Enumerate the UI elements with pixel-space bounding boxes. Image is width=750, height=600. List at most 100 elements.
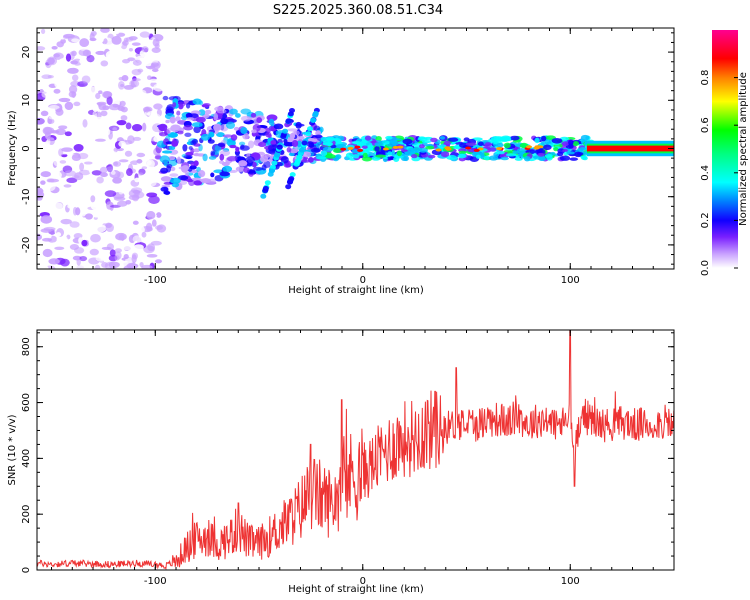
spectrogram-cell (568, 139, 574, 146)
spectrogram-cell (509, 135, 520, 141)
spectrogram-cell (169, 116, 176, 124)
spectrogram-cell (299, 147, 305, 153)
spectrogram-cell (37, 141, 41, 146)
spectrogram-cell (213, 123, 222, 132)
spectrogram-cell (489, 147, 497, 152)
spectrogram-cell (73, 247, 85, 254)
spectrogram-cell (315, 156, 327, 160)
snr-y-tick-label: 600 (21, 393, 32, 412)
spectrogram-cell (457, 153, 467, 159)
spectrogram-cell (48, 258, 60, 265)
spectrogram-cell (132, 99, 143, 109)
spectrogram-cell (184, 171, 189, 177)
spectrogram-cell (577, 152, 584, 156)
spectrogram-cell (125, 36, 134, 42)
spectrogram-cell (100, 28, 110, 33)
spectrogram-cell (183, 125, 194, 131)
spectrogram-cell (82, 140, 94, 145)
snr-ticks: -100 0 100 0 200 400 600 800 (21, 330, 675, 587)
spectrogram-cell (54, 81, 62, 88)
spectrogram-cell (40, 171, 52, 178)
spectrogram-cell (116, 119, 127, 126)
spectrogram-cell (145, 187, 155, 193)
snr-marks (36, 330, 675, 571)
spectrogram-cell (453, 145, 461, 149)
spectrogram-cell (99, 166, 108, 174)
spectrogram-cell (220, 118, 229, 125)
spectrogram-cell (151, 47, 161, 53)
spectrogram-cell (151, 68, 159, 73)
spectrogram-cell (71, 38, 80, 43)
spectrogram-marks (37, 28, 674, 269)
spectrogram-cell (184, 132, 192, 137)
spectrogram-y-label: Frequency (Hz) (7, 110, 18, 186)
spectrogram-cell (306, 141, 314, 148)
snr-panel: -100 0 100 0 200 400 600 800 Height of straight… (7, 329, 675, 595)
spectrogram-cell (463, 137, 470, 142)
spectrogram-cell (285, 184, 292, 190)
spectrogram-cell (136, 225, 145, 235)
spectrogram-cell (123, 254, 129, 260)
spectrogram-cell (106, 163, 114, 173)
spectrogram-cell (96, 101, 107, 106)
spectrogram-cell (235, 146, 240, 153)
spectrogram-cell (43, 226, 56, 232)
spectrogram-cell (180, 115, 188, 121)
spectrogram-cell (243, 167, 250, 173)
spectrogram-cell (168, 156, 176, 161)
spectrogram-cell (440, 151, 450, 158)
spectrogram-cell (351, 149, 359, 154)
spectrogram-cell (104, 234, 112, 241)
spectrogram-x-tick-label: -100 (144, 275, 167, 286)
spectrogram-cell (114, 115, 120, 122)
spectrogram-cell (123, 265, 134, 269)
spectrogram-cell (473, 148, 480, 152)
snr-y-tick-label: 400 (21, 449, 32, 468)
spectrogram-cell (47, 178, 60, 183)
spectrogram-cell (40, 265, 49, 269)
spectrogram-cell (112, 161, 122, 167)
snr-y-tick-label: 0 (21, 567, 32, 573)
spectrogram-cell (134, 177, 140, 183)
colorbar-tick-label: 0.0 (700, 260, 711, 276)
spectrogram-cell (252, 166, 263, 171)
spectrogram-cell (131, 144, 139, 148)
spectrogram-cell (136, 159, 143, 164)
spectrogram-cell (117, 200, 128, 207)
spectrogram-cell (102, 128, 111, 137)
spectrogram-cell (146, 210, 156, 220)
spectrogram-cell (305, 131, 312, 137)
spectrogram-cell (137, 172, 144, 176)
spectrogram-cell (63, 170, 76, 177)
spectrogram-cell (66, 177, 78, 184)
spectrogram-cell (250, 112, 257, 118)
spectrogram-cell (496, 147, 503, 151)
spectrogram-cell (514, 157, 523, 161)
spectrogram-cell (347, 146, 354, 150)
spectrogram-cell (301, 140, 308, 146)
spectrogram-cell (156, 212, 162, 218)
spectrogram-cell (417, 137, 428, 142)
spectrogram-cell (48, 116, 58, 120)
spectrogram-cell (229, 108, 238, 115)
spectrogram-cell (361, 145, 368, 149)
spectrogram-cell (561, 141, 569, 147)
spectrogram-cell (92, 111, 97, 120)
spectrogram-cell (553, 147, 559, 152)
spectrogram-y-tick-label: 0 (21, 145, 32, 151)
spectrogram-cell (109, 249, 116, 257)
snr-frame (36, 329, 675, 571)
spectrogram-cell (100, 110, 108, 117)
spectrogram-cell (195, 116, 206, 123)
spectrogram-cell (136, 152, 146, 158)
spectrogram-cell (562, 148, 568, 152)
spectrogram-cell (171, 140, 179, 147)
spectrogram-cell (124, 150, 133, 157)
spectrogram-cell (59, 160, 67, 164)
spectrogram-y-tick-label: -10 (21, 189, 32, 205)
spectrogram-cell (131, 42, 141, 46)
spectrogram-cell (122, 28, 133, 36)
spectrogram-cell (210, 172, 215, 178)
spectrogram-cell (325, 154, 336, 159)
spectrogram-y-tick-label: 20 (21, 46, 32, 59)
